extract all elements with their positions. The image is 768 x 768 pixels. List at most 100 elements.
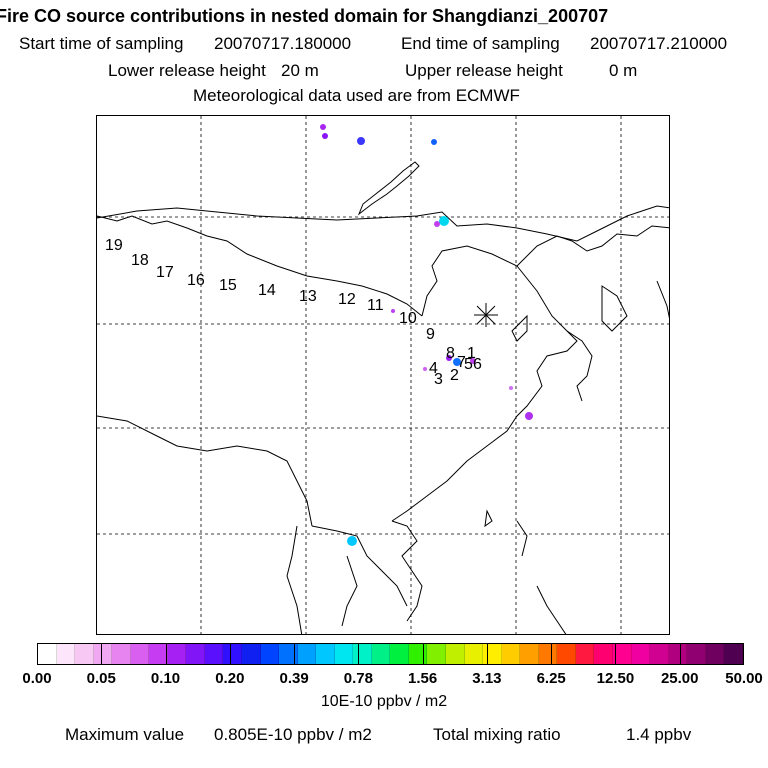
colorbar-swatch: [93, 644, 113, 664]
trajectory-label: 16: [187, 272, 205, 289]
colorbar-tick-label: 1.56: [408, 670, 438, 687]
start-time-label: Start time of sampling: [19, 34, 184, 53]
colorbar-swatch: [687, 644, 706, 664]
colorbar-divider: [165, 643, 167, 665]
colorbar-tick-label: 0.05: [86, 670, 116, 687]
source-patch: [423, 367, 427, 371]
colorbar-tick-label: 3.13: [472, 670, 502, 687]
colorbar-divider: [229, 643, 231, 665]
source-patch: [470, 358, 476, 364]
colorbar-swatch: [538, 644, 558, 664]
max-value: 0.805E-10 ppbv / m2: [214, 725, 372, 744]
colorbar-swatch: [557, 644, 576, 664]
trajectory-label: 14: [258, 282, 276, 299]
colorbar-divider: [422, 643, 424, 665]
source-patch: [391, 309, 395, 313]
source-patch: [320, 124, 326, 130]
colorbar-swatch: [631, 644, 651, 664]
colorbar-swatch: [223, 644, 243, 664]
colorbar-tick-label: 0.78: [343, 670, 373, 687]
colorbar-swatch: [56, 644, 76, 664]
colorbar-swatch: [334, 644, 354, 664]
trajectory-label: 10: [399, 310, 417, 327]
lower-release-label: Lower release height: [108, 61, 266, 80]
colorbar-swatch: [186, 644, 205, 664]
trajectory-label: 4: [429, 360, 438, 377]
colorbar-units: 10E-10 ppbv / m2: [320, 693, 448, 710]
colorbar-swatch: [112, 644, 131, 664]
colorbar-swatch: [650, 644, 669, 664]
coast-line: [516, 520, 528, 557]
colorbar-swatch: [75, 644, 94, 664]
source-patch: [453, 358, 461, 366]
colorbar-divider: [615, 643, 617, 665]
colorbar-swatch: [705, 644, 725, 664]
colorbar-tick-label: 12.50: [596, 670, 635, 687]
trajectory-label: 12: [338, 291, 356, 308]
trajectory-label: 17: [156, 264, 174, 281]
colorbar-tick-label: 0.20: [215, 670, 245, 687]
coast-line: [656, 280, 669, 319]
colorbar-swatch: [575, 644, 595, 664]
source-patch: [446, 355, 452, 361]
colorbar-tick-label: 0.39: [279, 670, 309, 687]
coast-line: [601, 285, 628, 332]
trajectory-label: 5: [464, 356, 473, 373]
source-patch: [434, 221, 440, 227]
coast-line: [511, 314, 528, 342]
map-canvas: [97, 116, 669, 634]
source-patch: [509, 386, 513, 390]
colorbar-divider: [551, 643, 553, 665]
asterisk-icon: [474, 303, 498, 327]
total-mixing-label: Total mixing ratio: [433, 725, 561, 744]
max-value-label: Maximum value: [65, 725, 185, 744]
colorbar-tick-label: 6.25: [536, 670, 566, 687]
colorbar-tick-label: 50.00: [725, 670, 763, 687]
border-line: [311, 525, 408, 607]
colorbar-swatch: [260, 644, 280, 664]
coast-line: [286, 525, 303, 634]
colorbar-swatch: [427, 644, 447, 664]
end-time-label: End time of sampling: [401, 34, 560, 53]
trajectory-label: 3: [434, 371, 443, 388]
colorbar-swatch: [167, 644, 187, 664]
coast-line: [341, 555, 358, 627]
colorbar-swatch: [149, 644, 168, 664]
lake-outline: [357, 161, 420, 216]
colorbar-swatch: [464, 644, 484, 664]
source-patch: [322, 133, 328, 139]
colorbar-swatch: [297, 644, 317, 664]
colorbar-swatch: [668, 644, 688, 664]
coast-line: [484, 509, 493, 528]
source-patch: [431, 139, 437, 145]
colorbar-swatch: [130, 644, 150, 664]
trajectory-label: 19: [105, 237, 123, 254]
colorbar-divider: [679, 643, 681, 665]
colorbar-swatch: [408, 644, 428, 664]
trajectory-label: 18: [131, 252, 149, 269]
end-time-value: 20070717.210000: [590, 34, 728, 53]
colorbar-swatch: [371, 644, 391, 664]
coast-line: [391, 245, 578, 522]
trajectory-label: 8: [446, 345, 455, 362]
coast-line: [536, 585, 567, 634]
trajectory-label: 9: [426, 326, 435, 343]
coast-line: [391, 520, 423, 622]
trajectory-label: 15: [219, 277, 237, 294]
colorbar: [37, 643, 744, 665]
colorbar-tick-label: 25.00: [660, 670, 699, 687]
page-title: Fire CO source contributions in nested d…: [0, 6, 609, 26]
colorbar-swatch: [38, 644, 57, 664]
border-line: [97, 205, 669, 242]
colorbar-tick-label: 0.00: [22, 670, 52, 687]
colorbar-swatch: [612, 644, 632, 664]
total-mixing-value: 1.4 ppbv: [626, 725, 692, 744]
colorbar-divider: [101, 643, 103, 665]
colorbar-divider: [358, 643, 360, 665]
trajectory-label: 13: [299, 288, 317, 305]
colorbar-swatch: [390, 644, 409, 664]
trajectory-label: 1: [467, 345, 476, 362]
trajectory-label: 2: [450, 367, 459, 384]
colorbar-swatch: [316, 644, 335, 664]
border-line: [516, 225, 669, 267]
